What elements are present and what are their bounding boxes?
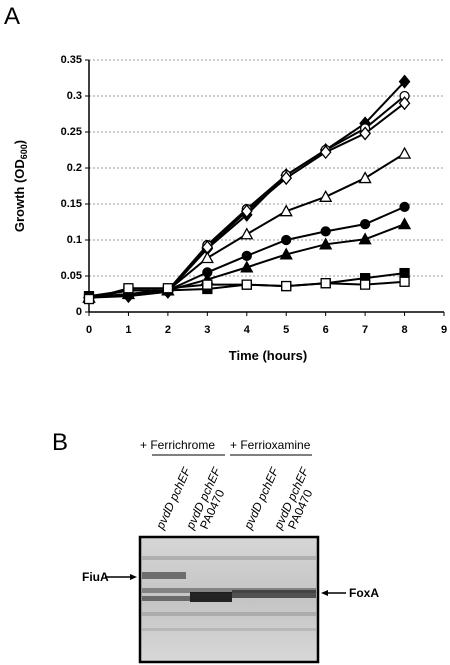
point <box>281 280 292 292</box>
point <box>399 201 410 213</box>
point <box>200 251 214 264</box>
y-tick-label: 0.2 <box>67 162 82 174</box>
x-tick-label: 7 <box>362 324 368 336</box>
point <box>398 96 411 111</box>
point <box>240 227 254 240</box>
point <box>399 276 410 287</box>
panel-label: A <box>4 3 20 30</box>
x-axis-title: Time (hours) <box>229 348 308 363</box>
x-tick-label: 9 <box>441 324 447 336</box>
x-tick-label: 3 <box>204 324 210 336</box>
point <box>241 279 252 290</box>
x-tick-label: 6 <box>323 324 329 336</box>
x-tick-label: 1 <box>125 324 131 336</box>
point <box>240 260 254 273</box>
x-tick-label: 8 <box>401 324 407 336</box>
point <box>397 146 412 159</box>
panel-label: B <box>52 429 68 456</box>
point <box>162 283 174 294</box>
x-tick-label: 2 <box>165 324 171 336</box>
point <box>359 126 371 141</box>
point <box>279 247 293 260</box>
y-tick-label: 0.15 <box>61 198 82 210</box>
band-label: FiuA <box>82 570 109 584</box>
band-label: FoxA <box>349 586 379 600</box>
y-tick-label: 0.25 <box>61 126 82 138</box>
point <box>399 267 410 279</box>
point <box>279 204 293 217</box>
y-tick-label: 0 <box>76 306 82 318</box>
point <box>358 232 372 245</box>
point <box>319 189 333 202</box>
point <box>280 171 293 186</box>
y-axis-title-sub: 600 <box>19 144 29 159</box>
point <box>123 283 134 294</box>
group-label: + Ferrichrome <box>140 438 215 452</box>
point <box>359 279 371 290</box>
y-axis-title-part: Growth (OD <box>12 159 27 232</box>
y-tick-label: 0.3 <box>67 90 82 102</box>
point <box>319 237 333 250</box>
x-tick-label: 4 <box>244 324 251 336</box>
x-tick-label: 5 <box>283 324 289 336</box>
point <box>240 204 253 219</box>
point <box>398 74 411 89</box>
point <box>359 219 371 230</box>
y-tick-label: 0.05 <box>61 270 82 282</box>
point <box>202 279 213 290</box>
point <box>83 293 95 305</box>
group-label: + Ferrioxamine <box>230 438 311 452</box>
point <box>397 217 412 230</box>
point <box>241 250 252 261</box>
point <box>358 171 372 184</box>
x-tick-label: 0 <box>86 324 92 336</box>
point <box>320 278 331 289</box>
gel <box>105 454 346 664</box>
point <box>320 226 331 237</box>
y-tick-label: 0.35 <box>61 54 82 66</box>
y-tick-label: 0.1 <box>67 234 82 246</box>
point <box>281 234 292 246</box>
y-axis-title-part: ) <box>12 140 27 144</box>
point <box>319 145 332 160</box>
y-axis-title: Growth (OD600) <box>12 140 29 232</box>
